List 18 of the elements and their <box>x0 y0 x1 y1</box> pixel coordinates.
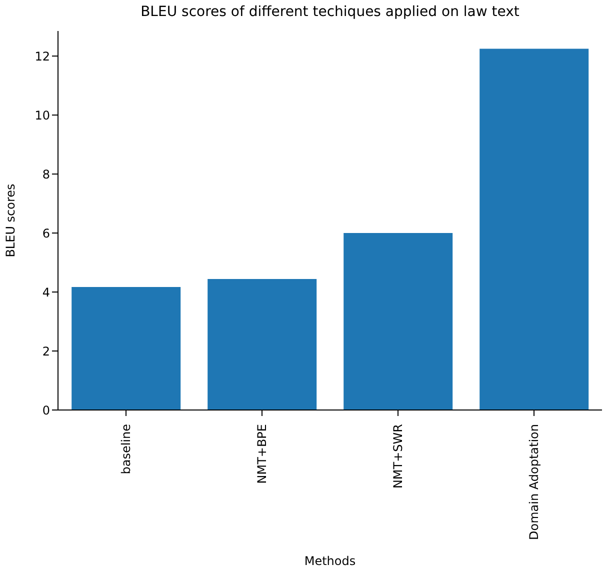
y-tick-label: 4 <box>42 285 50 300</box>
bar <box>344 233 453 410</box>
x-axis-title: Methods <box>304 554 356 567</box>
bar <box>480 48 589 410</box>
bar <box>72 287 181 410</box>
x-tick-label: NMT+SWR <box>391 424 405 489</box>
y-tick-label: 0 <box>42 403 50 418</box>
y-tick-label: 12 <box>34 49 50 64</box>
bar <box>208 279 317 410</box>
x-tick-label: NMT+BPE <box>255 424 269 484</box>
y-tick-label: 10 <box>34 108 50 122</box>
x-tick-label: Domain Adoptation <box>527 424 541 540</box>
y-tick-label: 8 <box>42 167 50 182</box>
y-tick-label: 2 <box>42 344 50 358</box>
chart-title: BLEU scores of different techiques applied on law text <box>140 4 520 20</box>
y-axis-title: BLEU scores <box>3 184 18 258</box>
y-tick-label: 6 <box>42 226 50 240</box>
x-tick-label: baseline <box>119 424 133 474</box>
